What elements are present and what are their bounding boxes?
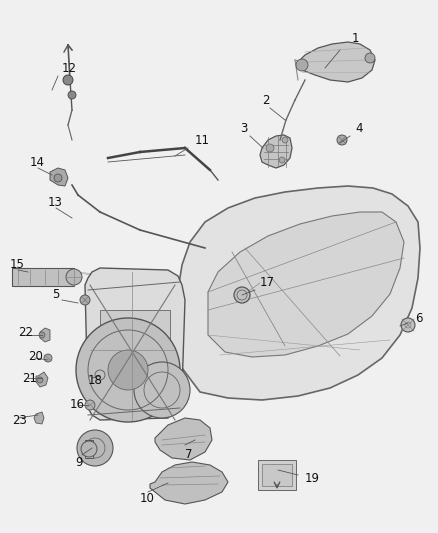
Text: 21: 21 bbox=[22, 372, 37, 384]
Bar bbox=[100, 310, 170, 350]
Text: 10: 10 bbox=[140, 491, 155, 505]
Polygon shape bbox=[34, 412, 44, 424]
Text: 1: 1 bbox=[352, 31, 360, 44]
Text: 17: 17 bbox=[260, 276, 275, 288]
Text: 5: 5 bbox=[52, 288, 60, 302]
Bar bbox=[105, 358, 165, 393]
Text: 12: 12 bbox=[62, 61, 77, 75]
Polygon shape bbox=[208, 212, 404, 357]
Circle shape bbox=[279, 157, 285, 163]
Circle shape bbox=[81, 441, 97, 457]
Bar bbox=[12, 268, 74, 286]
Text: 4: 4 bbox=[355, 122, 363, 134]
Circle shape bbox=[44, 354, 52, 362]
Text: 6: 6 bbox=[415, 311, 423, 325]
Text: 22: 22 bbox=[18, 326, 33, 338]
Polygon shape bbox=[50, 168, 68, 186]
Bar bbox=[258, 460, 296, 490]
Text: 11: 11 bbox=[195, 133, 210, 147]
Circle shape bbox=[365, 53, 375, 63]
Polygon shape bbox=[40, 328, 50, 342]
Polygon shape bbox=[260, 135, 292, 168]
Circle shape bbox=[39, 332, 45, 338]
Text: 9: 9 bbox=[75, 456, 82, 469]
Circle shape bbox=[76, 318, 180, 422]
Circle shape bbox=[85, 400, 95, 410]
Circle shape bbox=[37, 377, 43, 383]
Circle shape bbox=[63, 75, 73, 85]
Bar bbox=[85, 440, 93, 458]
Text: 3: 3 bbox=[240, 122, 247, 134]
Text: 18: 18 bbox=[88, 374, 103, 386]
Circle shape bbox=[54, 174, 62, 182]
Circle shape bbox=[296, 59, 308, 71]
Circle shape bbox=[80, 295, 90, 305]
Polygon shape bbox=[298, 42, 375, 82]
Circle shape bbox=[77, 430, 113, 466]
Circle shape bbox=[266, 144, 274, 152]
Text: 14: 14 bbox=[30, 156, 45, 168]
Circle shape bbox=[66, 269, 82, 285]
Polygon shape bbox=[155, 418, 212, 460]
Circle shape bbox=[134, 362, 190, 418]
Text: 16: 16 bbox=[70, 399, 85, 411]
Circle shape bbox=[108, 350, 148, 390]
Circle shape bbox=[68, 91, 76, 99]
Circle shape bbox=[401, 318, 415, 332]
Polygon shape bbox=[178, 186, 420, 400]
Bar bbox=[262, 464, 292, 486]
Text: 13: 13 bbox=[48, 196, 63, 208]
Polygon shape bbox=[36, 372, 48, 387]
Text: 20: 20 bbox=[28, 350, 43, 362]
Polygon shape bbox=[85, 268, 185, 420]
Text: 23: 23 bbox=[12, 414, 27, 426]
Text: 19: 19 bbox=[305, 472, 320, 484]
Circle shape bbox=[282, 137, 288, 143]
Text: 2: 2 bbox=[262, 93, 269, 107]
Circle shape bbox=[337, 135, 347, 145]
Circle shape bbox=[234, 287, 250, 303]
Text: 15: 15 bbox=[10, 259, 25, 271]
Circle shape bbox=[95, 370, 105, 380]
Text: 7: 7 bbox=[185, 448, 192, 462]
Polygon shape bbox=[150, 462, 228, 504]
